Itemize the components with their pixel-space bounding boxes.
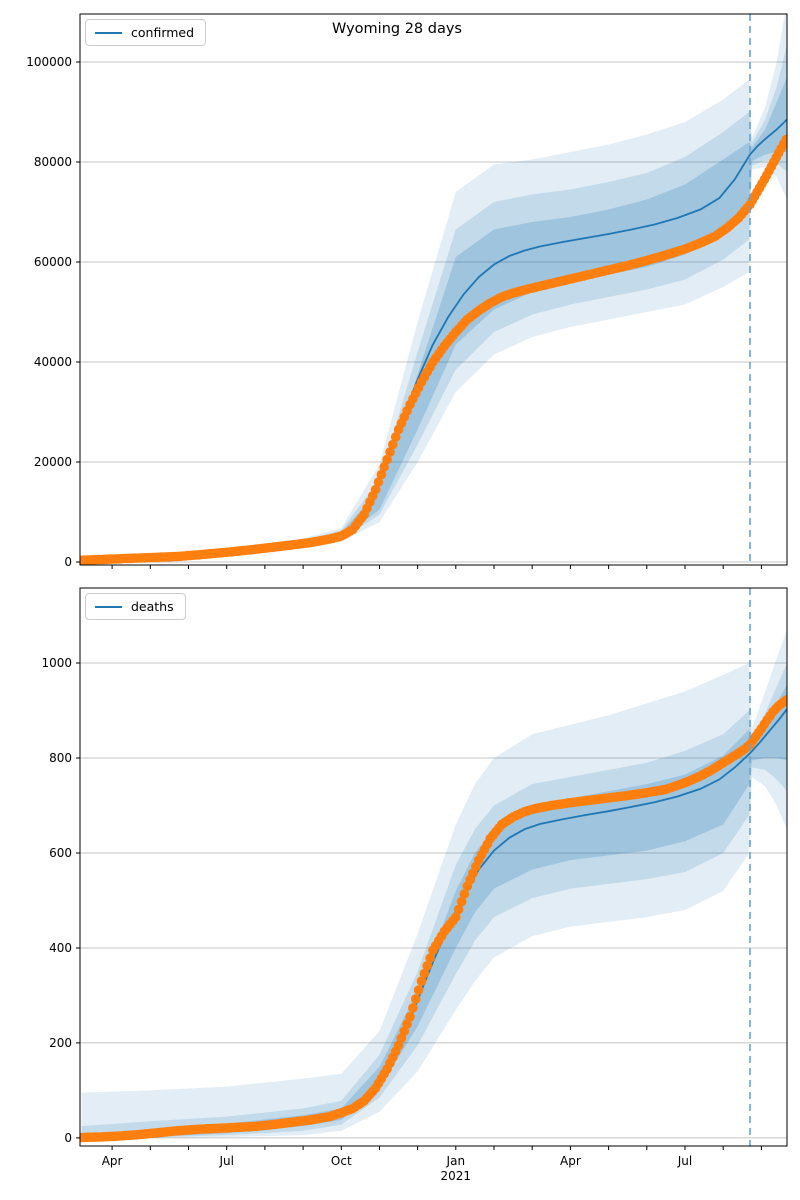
legend-confirmed-label: confirmed <box>131 25 195 40</box>
confirmed-plot: 0 20000 40000 60000 80000 100000 <box>26 13 788 569</box>
svg-text:40000: 40000 <box>34 355 72 369</box>
svg-text:20000: 20000 <box>34 455 72 469</box>
confirmed-observed-dots <box>80 134 787 565</box>
legend-deaths-label: deaths <box>131 599 174 614</box>
svg-text:Jan: Jan <box>446 1154 466 1168</box>
confirmed-band-mid <box>81 44 787 561</box>
legend-line-swatch <box>95 31 122 34</box>
svg-text:100000: 100000 <box>26 55 72 69</box>
confirmed-y-axis: 0 20000 40000 60000 80000 100000 <box>26 55 80 569</box>
svg-text:80000: 80000 <box>34 155 72 169</box>
legend-deaths: deaths <box>85 593 186 620</box>
svg-text:Apr: Apr <box>560 1154 581 1168</box>
deaths-band-mid <box>81 663 787 1138</box>
gridlines <box>80 662 787 1139</box>
deaths-axes-box <box>79 587 788 1147</box>
svg-text:1000: 1000 <box>41 656 72 670</box>
legend-confirmed: confirmed <box>85 19 207 46</box>
confirmed-axes-box <box>79 13 788 566</box>
svg-text:Jul: Jul <box>677 1154 692 1168</box>
confirmed-x-axis <box>111 565 762 569</box>
svg-text:0: 0 <box>64 1131 72 1145</box>
svg-text:800: 800 <box>49 751 72 765</box>
page-title: Wyoming 28 days <box>332 21 462 37</box>
legend-line-swatch <box>95 605 122 608</box>
svg-text:Jul: Jul <box>218 1154 233 1168</box>
deaths-y-axis: 0 200 400 600 800 1000 <box>41 656 80 1145</box>
svg-text:0: 0 <box>64 555 72 569</box>
svg-text:400: 400 <box>49 941 72 955</box>
svg-text:60000: 60000 <box>34 255 72 269</box>
deaths-observed-dots <box>80 695 787 1143</box>
svg-text:Oct: Oct <box>331 1154 352 1168</box>
deaths-band-outer <box>81 629 787 1138</box>
svg-text:600: 600 <box>49 846 72 860</box>
svg-text:2021: 2021 <box>441 1169 472 1183</box>
svg-text:200: 200 <box>49 1036 72 1050</box>
confirmed-band-outer <box>81 14 787 561</box>
svg-text:Apr: Apr <box>102 1154 123 1168</box>
